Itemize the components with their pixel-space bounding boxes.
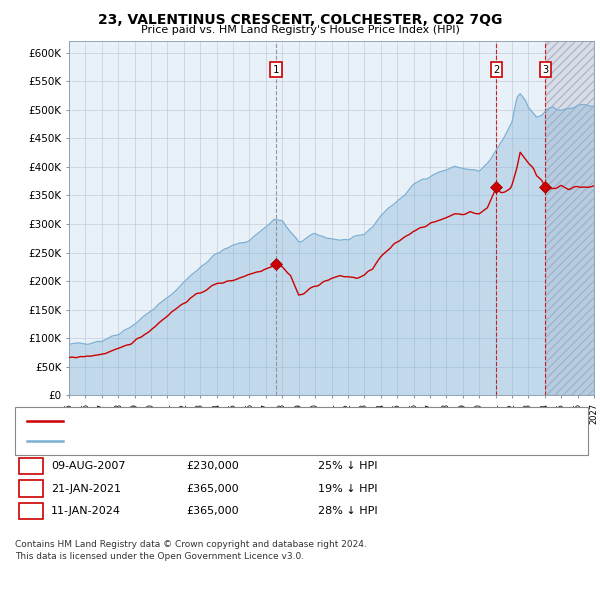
Text: 09-AUG-2007: 09-AUG-2007 — [51, 461, 125, 471]
Text: 3: 3 — [27, 506, 34, 516]
Text: £365,000: £365,000 — [186, 506, 239, 516]
Text: 21-JAN-2021: 21-JAN-2021 — [51, 484, 121, 493]
Text: Price paid vs. HM Land Registry's House Price Index (HPI): Price paid vs. HM Land Registry's House … — [140, 25, 460, 35]
Text: 11-JAN-2024: 11-JAN-2024 — [51, 506, 121, 516]
Text: 1: 1 — [273, 65, 279, 75]
Text: HPI: Average price, detached house, Colchester: HPI: Average price, detached house, Colc… — [69, 436, 318, 446]
Text: Contains HM Land Registry data © Crown copyright and database right 2024.
This d: Contains HM Land Registry data © Crown c… — [15, 540, 367, 560]
Text: 3: 3 — [542, 65, 548, 75]
Bar — [547, 41, 594, 395]
Text: £230,000: £230,000 — [186, 461, 239, 471]
Text: 2: 2 — [27, 484, 34, 493]
Text: 19% ↓ HPI: 19% ↓ HPI — [318, 484, 377, 493]
Text: 23, VALENTINUS CRESCENT, COLCHESTER, CO2 7QG: 23, VALENTINUS CRESCENT, COLCHESTER, CO2… — [98, 13, 502, 27]
Text: 28% ↓ HPI: 28% ↓ HPI — [318, 506, 377, 516]
Text: 23, VALENTINUS CRESCENT, COLCHESTER, CO2 7QG (detached house): 23, VALENTINUS CRESCENT, COLCHESTER, CO2… — [69, 415, 439, 425]
Text: 1: 1 — [27, 461, 34, 471]
Text: 25% ↓ HPI: 25% ↓ HPI — [318, 461, 377, 471]
Text: £365,000: £365,000 — [186, 484, 239, 493]
Text: 2: 2 — [493, 65, 500, 75]
